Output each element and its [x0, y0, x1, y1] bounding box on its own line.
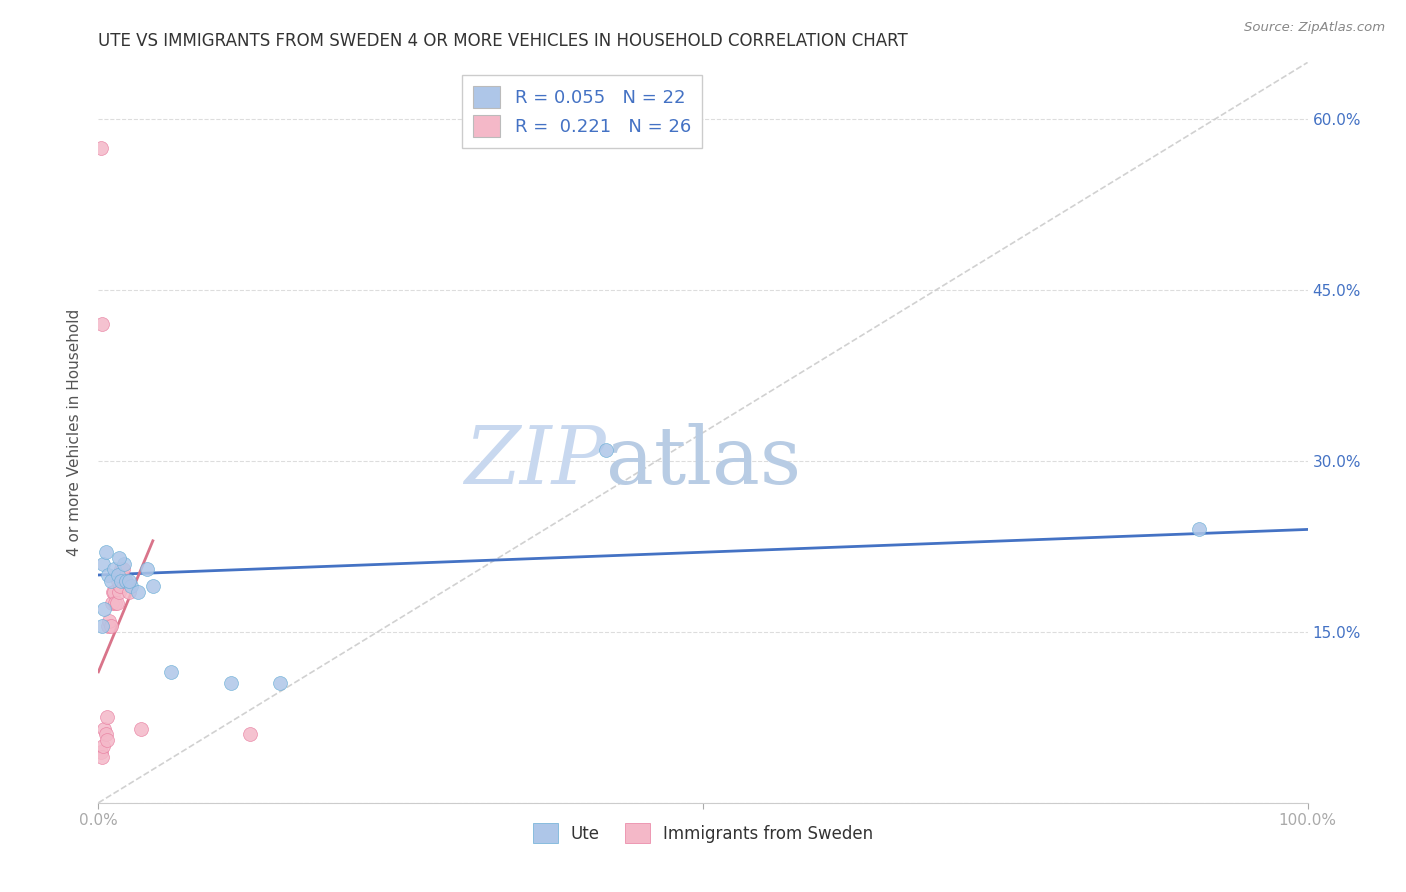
Immigrants from Sweden	[91, 318, 114, 332]
Immigrants from Sweden	[93, 722, 115, 736]
Immigrants from Sweden	[108, 579, 131, 593]
Immigrants from Sweden	[103, 585, 125, 599]
Ute	[107, 568, 129, 582]
Y-axis label: 4 or more Vehicles in Household: 4 or more Vehicles in Household	[67, 309, 83, 557]
Immigrants from Sweden	[100, 619, 122, 633]
Immigrants from Sweden	[110, 562, 132, 576]
Text: UTE VS IMMIGRANTS FROM SWEDEN 4 OR MORE VEHICLES IN HOUSEHOLD CORRELATION CHART: UTE VS IMMIGRANTS FROM SWEDEN 4 OR MORE …	[98, 32, 908, 50]
Ute	[127, 585, 149, 599]
Immigrants from Sweden	[91, 750, 114, 764]
Immigrants from Sweden	[94, 727, 117, 741]
Immigrants from Sweden	[90, 745, 112, 759]
Immigrants from Sweden	[111, 562, 134, 576]
Ute	[269, 676, 291, 690]
Immigrants from Sweden	[91, 739, 114, 753]
Ute	[1188, 523, 1211, 537]
Immigrants from Sweden	[118, 585, 141, 599]
Immigrants from Sweden	[108, 585, 131, 599]
Text: Source: ZipAtlas.com: Source: ZipAtlas.com	[1244, 21, 1385, 34]
Legend: Ute, Immigrants from Sweden: Ute, Immigrants from Sweden	[526, 816, 880, 850]
Ute	[595, 442, 617, 457]
Ute	[97, 568, 120, 582]
Immigrants from Sweden	[100, 597, 122, 611]
Text: atlas: atlas	[606, 423, 801, 501]
Immigrants from Sweden	[96, 733, 118, 747]
Ute	[115, 574, 138, 588]
Immigrants from Sweden	[105, 597, 128, 611]
Immigrants from Sweden	[97, 619, 120, 633]
Immigrants from Sweden	[107, 574, 129, 588]
Ute	[221, 676, 243, 690]
Immigrants from Sweden	[129, 722, 152, 736]
Immigrants from Sweden	[98, 614, 121, 628]
Ute	[91, 557, 114, 571]
Ute	[108, 550, 131, 565]
Ute	[118, 574, 141, 588]
Immigrants from Sweden	[96, 710, 118, 724]
Ute	[91, 619, 114, 633]
Ute	[103, 562, 125, 576]
Ute	[160, 665, 183, 679]
Ute	[120, 579, 142, 593]
Immigrants from Sweden	[90, 141, 112, 155]
Immigrants from Sweden	[239, 727, 262, 741]
Immigrants from Sweden	[104, 597, 127, 611]
Immigrants from Sweden	[114, 574, 136, 588]
Ute	[94, 545, 117, 559]
Text: ZIP: ZIP	[464, 424, 606, 501]
Ute	[135, 562, 157, 576]
Ute	[112, 557, 135, 571]
Ute	[93, 602, 115, 616]
Immigrants from Sweden	[101, 585, 124, 599]
Ute	[142, 579, 165, 593]
Ute	[100, 574, 122, 588]
Ute	[110, 574, 132, 588]
